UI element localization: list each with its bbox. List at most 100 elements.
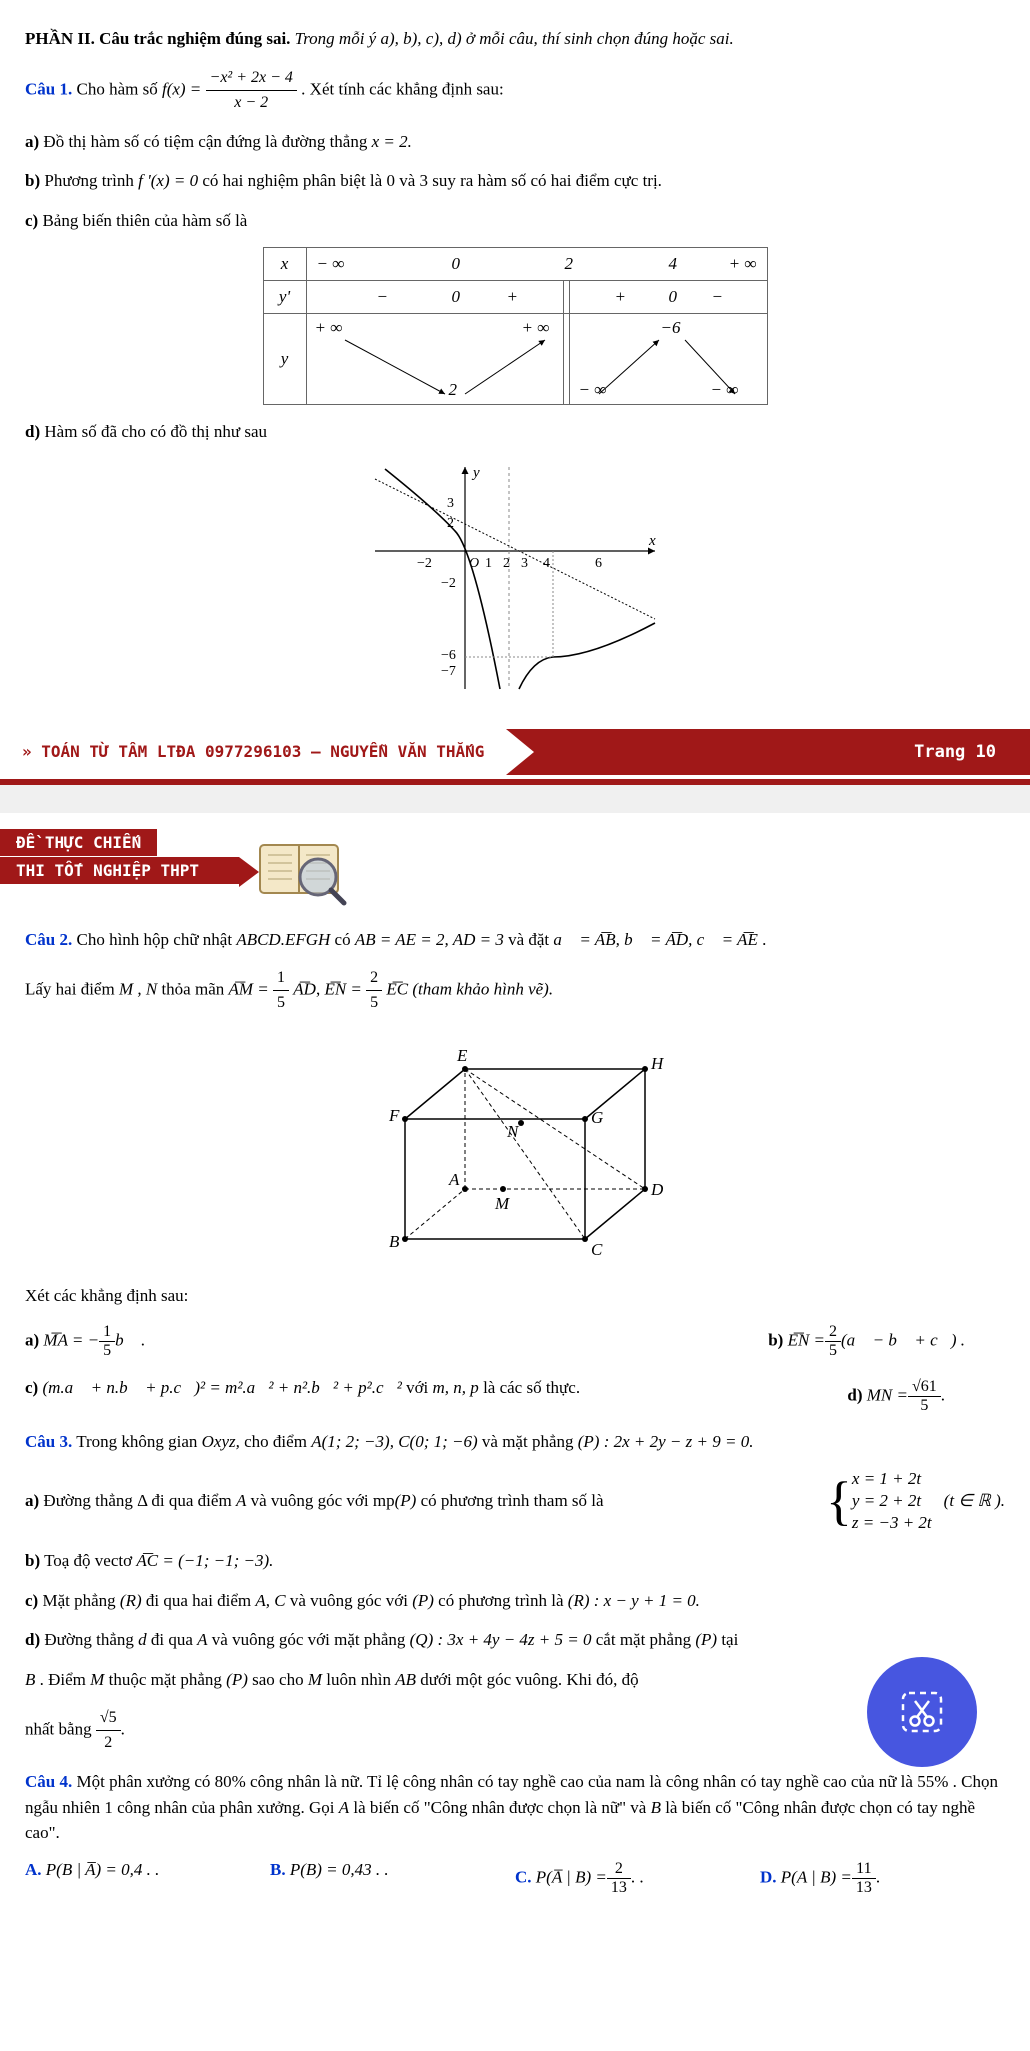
q3d-wrap: d) Đường thẳng d đi qua A và vuông góc v… [25,1627,1005,1755]
q4-label: Câu 4. [25,1772,72,1791]
page-gap [0,785,1030,813]
q2-l2d: (tham khảo hình vẽ). [412,979,553,998]
q3-d: d) Đường thẳng d đi qua A và vuông góc v… [25,1627,1005,1653]
q2-l2: Lấy hai điểm M , N thỏa mãn A͞M = 15 A͞D… [25,966,1005,1015]
svg-text:H: H [650,1054,665,1073]
var-row-y: y + ∞ + ∞ 2 − ∞ −6 − ∞ [263,314,767,405]
svg-text:M: M [494,1194,510,1213]
q1-b-p: b) [25,171,40,190]
var-row-yp: y' − 0 + + 0 − [263,281,767,314]
q1-b: b) Phương trình f '(x) = 0 có hai nghiệm… [25,168,1005,194]
q2: Câu 2. Cho hình hộp chữ nhật ABCD.EFGH c… [25,927,1005,953]
q4-A: A. P(B | A̅) = 0,4 . . [25,1860,270,1897]
q4-options: A. P(B | A̅) = 0,4 . . B. P(B) = 0,43 . … [25,1860,1005,1897]
q2-eqEC: E͞C [386,979,408,998]
svg-text:−2: −2 [441,576,456,591]
q2-eqAM: A͞M = [229,979,269,998]
var-arrows [307,322,747,412]
crop-fab[interactable] [867,1657,977,1767]
q1-a-t: Đồ thị hàm số có tiệm cận đứng là đường … [39,132,371,151]
footer-right: Trang 10 [914,742,996,762]
q2-eq1: ABCD.EFGH [236,930,330,949]
q2-b: b) E͞N =25(a⃗ − b⃗ + c⃗) . [768,1323,1005,1360]
hdr-tag2: THI TỐT NGHIỆP THPT [0,857,239,884]
page-1: PHẦN II. Câu trắc nghiệm đúng sai. Trong… [0,0,1030,719]
svg-text:x: x [648,533,656,549]
q2-eq3: a⃗ = A͞B, b⃗ = A͞D, c⃗ = A͞E [553,930,757,949]
q2-row-cd: c) (m.a⃗ + n.b⃗ + p.c⃗)² = m².a⃗² + n².b… [25,1378,1005,1415]
q2-fAM: 15 [273,966,289,1015]
q1-d-p: d) [25,422,40,441]
svg-text:2: 2 [447,516,454,531]
var-x: x [263,248,306,281]
q2-row-ab: a) M͞A = −15b⃗ . b) E͞N =25(a⃗ − b⃗ + c⃗… [25,1323,1005,1360]
svg-text:G: G [591,1108,603,1127]
section-title: PHẦN II. Câu trắc nghiệm đúng sai. Trong… [25,26,1005,52]
q3-d-l2: B . Điểm M thuộc mặt phẳng (P) sao cho M… [25,1667,1005,1693]
svg-text:2: 2 [503,556,510,571]
q3-label: Câu 3. [25,1432,72,1451]
var-y-vals: + ∞ + ∞ 2 − ∞ −6 − ∞ [306,314,767,405]
scissors-icon [897,1687,947,1737]
q2-eqAD: A͞D [293,979,316,998]
q2-fEN: 25 [366,966,382,1015]
q1-after: . Xét tính các khẳng định sau: [301,79,504,98]
q1-c-p: c) [25,211,38,230]
svg-text:E: E [456,1046,468,1065]
q3-d-l3: nhất bằng √52. [25,1706,1005,1755]
svg-text:O: O [469,556,479,571]
q1-a-eq: x = 2. [372,132,412,151]
section-instr: Trong mỗi ý a), b), c), d) ở mỗi câu, th… [295,29,734,48]
graph: y x 3 2 −2 −6 −7 −2 O 1 2 3 4 6 [365,459,665,699]
q1-c: c) Bảng biến thiên của hàm số là [25,208,1005,234]
page-2: Câu 2. Cho hình hộp chữ nhật ABCD.EFGH c… [0,901,1030,1921]
q3-a: a) Đường thẳng Δ đi qua điểm A và vuông … [25,1468,1005,1534]
svg-text:−7: −7 [441,664,456,679]
q2-t3: và đặt [508,930,553,949]
q3-b: b) Toạ độ vectơ A͞C = (−1; −1; −3). [25,1548,1005,1574]
q3: Câu 3. Trong không gian Oxyz, cho điểm A… [25,1429,1005,1455]
q2-c: c) (m.a⃗ + n.b⃗ + p.c⃗)² = m².a⃗² + n².b… [25,1378,580,1415]
q1: Câu 1. Cho hàm số f(x) = −x² + 2x − 4x −… [25,66,1005,115]
q1-fx: f(x) = [162,79,201,98]
q1-text: Cho hàm số [76,79,157,98]
q2-label: Câu 2. [25,930,72,949]
q2-eqEN: E͞N = [324,979,361,998]
svg-text:N: N [506,1122,520,1141]
hdr-tag1: ĐỀ THỰC CHIẾN [0,829,157,856]
svg-text:D: D [650,1180,664,1199]
q2-eq2: AB = AE = 2, AD = 3 [355,930,504,949]
q1-b-t2: có hai nghiệm phân biệt là 0 và 3 suy ra… [198,171,662,190]
q1-c-t: Bảng biến thiên của hàm số là [38,211,247,230]
q4: Câu 4. Một phân xưởng có 80% công nhân l… [25,1769,1005,1846]
svg-text:3: 3 [447,496,454,511]
svg-text:B: B [389,1232,400,1251]
var-yp: y' [263,281,306,314]
svg-text:F: F [388,1106,400,1125]
q1-frac: −x² + 2x − 4x − 2 [206,66,297,115]
q1-a-p: a) [25,132,39,151]
q1-label: Câu 1. [25,79,72,98]
box-diagram: B C D A F G H E M N [345,1029,685,1269]
footer-left: » TOÁN TỪ TÂM LTĐA 0977296103 – NGUYỄN V… [0,729,506,775]
svg-text:−2: −2 [417,556,432,571]
svg-text:A: A [448,1170,460,1189]
q2-after: Xét các khẳng định sau: [25,1283,1005,1309]
svg-text:−6: −6 [441,648,456,663]
svg-text:4: 4 [543,556,550,571]
book-icon [246,821,356,909]
q2-d: d) MN =√615. [847,1378,1005,1415]
q4-C: C. P(A̅ | B) =213. . [515,1860,760,1897]
q4-D: D. P(A | B) =1113. [760,1860,1005,1897]
q2-l2a: Lấy hai điểm [25,979,119,998]
page2-header: ĐỀ THỰC CHIẾN THI TỐT NGHIỆP THPT [0,813,1030,901]
footer-bar: » TOÁN TỪ TÂM LTĐA 0977296103 – NGUYỄN V… [0,729,1030,775]
var-row-x: x − ∞ 0 2 4 + ∞ [263,248,767,281]
var-yp-vals: − 0 + + 0 − [306,281,767,314]
q2-l2c: thỏa mãn [157,979,228,998]
variation-table: x − ∞ 0 2 4 + ∞ y' − 0 + + 0 − y + ∞ + ∞… [263,247,768,405]
q3-c: c) Mặt phẳng (R) đi qua hai điểm A, C và… [25,1588,1005,1614]
q2-a: a) M͞A = −15b⃗ . [25,1323,145,1360]
svg-text:C: C [591,1240,603,1259]
svg-text:6: 6 [595,556,602,571]
